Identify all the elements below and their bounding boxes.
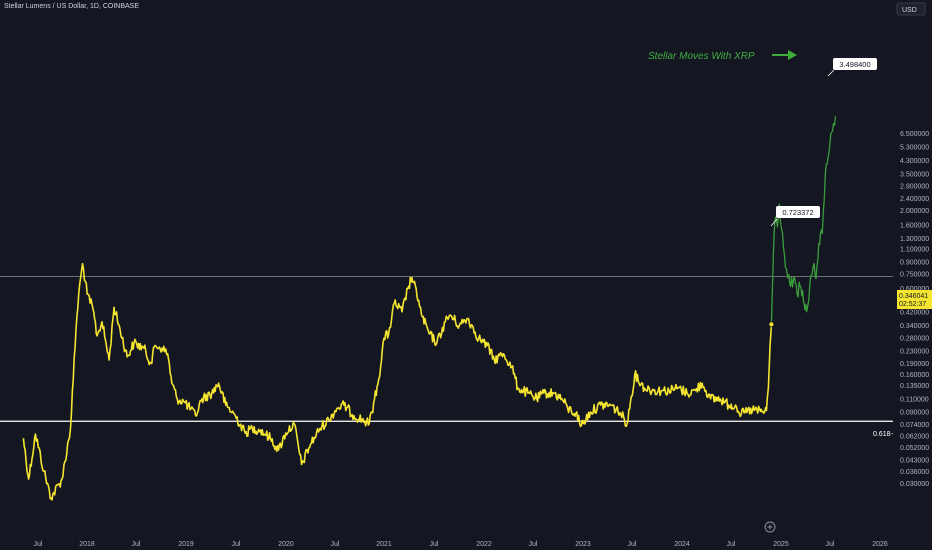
x-tick-label: Jul (34, 541, 43, 548)
annotation-arrow-icon (772, 50, 797, 60)
callout-level-text: 0.723372 (782, 208, 813, 217)
x-tick-label: 2022 (476, 541, 492, 548)
x-axis: Jul 2018 Jul 2019 Jul 2020 Jul 2021 Jul 2022 Jul 20… (34, 541, 888, 548)
x-tick-label: 2021 (376, 541, 392, 548)
annotation-text: Stellar Moves With XRP (648, 51, 755, 62)
x-tick-label: Jul (628, 541, 637, 548)
y-tick-label: 0.750000 (900, 272, 929, 279)
y-tick-label: 2.900000 (900, 184, 929, 191)
fib-level-label: 0.618 (873, 431, 891, 438)
y-tick-label: 6.500000 (900, 131, 929, 138)
price-series (22, 116, 837, 501)
y-tick-label: 5.300000 (900, 144, 929, 151)
y-tick-label: 1.300000 (900, 236, 929, 243)
callout-level: 0.723372 (770, 206, 820, 227)
y-tick-label: 0.110000 (900, 396, 929, 403)
currency-badge[interactable]: USD (896, 2, 926, 16)
y-tick-label: 2.000000 (900, 208, 929, 215)
y-tick-label: 2.400000 (900, 196, 929, 203)
y-tick-label: 0.074000 (900, 422, 929, 429)
add-alert-icon[interactable] (764, 521, 776, 533)
x-tick-label: 2019 (178, 541, 194, 548)
annotations: Stellar Moves With XRP 3.498400 0.723372 (648, 50, 877, 227)
y-tick-label: 4.300000 (900, 158, 929, 165)
y-tick-label: 3.500000 (900, 171, 929, 178)
y-tick-label: 0.280000 (900, 336, 929, 343)
y-axis: 6.500000 5.300000 4.300000 3.500000 2.900000… (900, 131, 929, 488)
current-price-badge: 0.346041 02:52:37 (897, 290, 932, 309)
x-tick-label: Jul (727, 541, 736, 548)
y-tick-label: 0.030000 (900, 481, 929, 488)
y-tick-label: 0.043000 (900, 457, 929, 464)
horizontal-levels (0, 276, 893, 422)
callout-high: 3.498400 (827, 58, 877, 77)
currency-label: USD (902, 7, 917, 14)
history-price-line (22, 262, 773, 501)
y-tick-label: 0.900000 (900, 260, 929, 267)
y-tick-label: 1.100000 (900, 247, 929, 254)
x-tick-label: Jul (232, 541, 241, 548)
y-tick-label: 0.420000 (900, 309, 929, 316)
y-tick-label: 0.190000 (900, 361, 929, 368)
chart-title: Stellar Lumens / US Dollar, 1D, COINBASE (4, 3, 139, 10)
x-tick-label: Jul (529, 541, 538, 548)
y-tick-label: 0.230000 (900, 348, 929, 355)
projection-price-line (770, 116, 837, 325)
y-tick-label: 1.600000 (900, 222, 929, 229)
x-tick-label: 2026 (872, 541, 888, 548)
x-tick-label: 2023 (575, 541, 591, 548)
x-tick-label: 2020 (278, 541, 294, 548)
x-tick-label: Jul (331, 541, 340, 548)
x-tick-label: 2018 (79, 541, 95, 548)
x-tick-label: 2024 (674, 541, 690, 548)
y-tick-label: 0.160000 (900, 372, 929, 379)
y-tick-label: 0.090000 (900, 409, 929, 416)
y-tick-label: 0.052000 (900, 445, 929, 452)
x-tick-label: 2025 (773, 541, 789, 548)
x-tick-label: Jul (132, 541, 141, 548)
fib-level-badge: 0.618 - (868, 428, 897, 438)
current-price-label: 0.346041 (899, 293, 928, 300)
countdown-label: 02:52:37 (899, 301, 926, 308)
y-tick-label: 0.600000 (900, 286, 929, 293)
current-price-marker (768, 321, 775, 328)
x-tick-label: Jul (430, 541, 439, 548)
y-tick-label: 0.062000 (900, 434, 929, 441)
svg-text:-: - (891, 431, 894, 438)
y-tick-label: 0.340000 (900, 323, 929, 330)
y-tick-label: 0.135000 (900, 383, 929, 390)
callout-high-text: 3.498400 (839, 60, 870, 69)
y-tick-label: 0.036000 (900, 469, 929, 476)
x-tick-label: Jul (826, 541, 835, 548)
